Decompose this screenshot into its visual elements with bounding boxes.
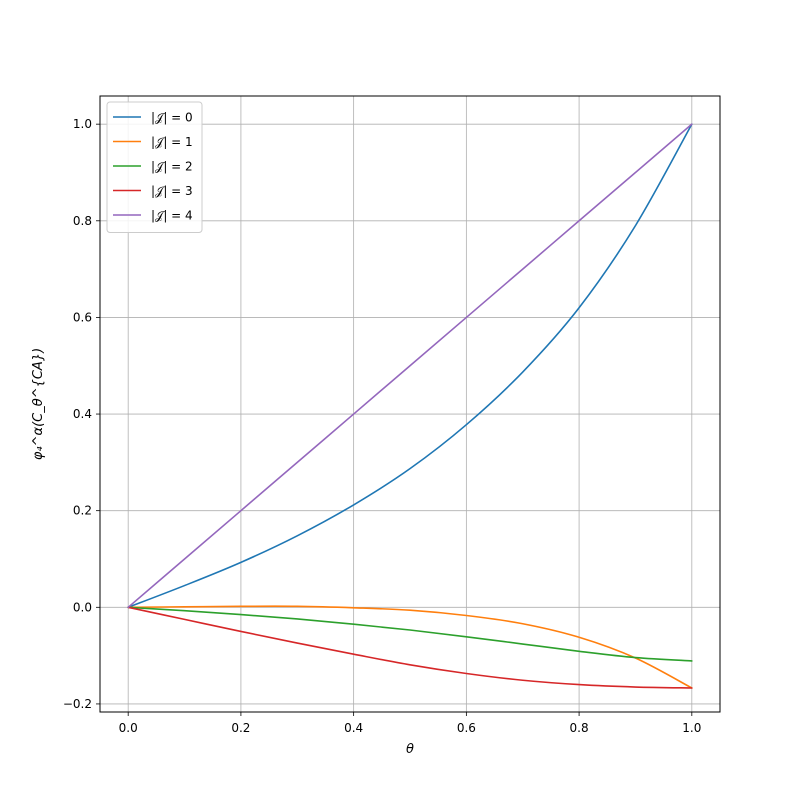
series-line-0 bbox=[127, 123, 693, 609]
y-tick-label-2: 0.2 bbox=[73, 504, 92, 518]
series-line-1 bbox=[127, 605, 693, 689]
series-lines bbox=[127, 123, 693, 689]
legend-label-2: |𝒥| = 2 bbox=[151, 160, 193, 174]
y-tick-label-0: −0.2 bbox=[63, 697, 92, 711]
y-axis-label: φ₄^α(C_θ^{CA}) bbox=[31, 348, 46, 460]
y-tick-label-3: 0.4 bbox=[73, 407, 92, 421]
y-tick-label-5: 0.8 bbox=[73, 214, 92, 228]
y-tick-label-4: 0.6 bbox=[73, 310, 92, 324]
series-line-4 bbox=[127, 123, 693, 609]
legend-label-1: |𝒥| = 1 bbox=[151, 135, 193, 149]
x-tick-label-1: 0.2 bbox=[231, 721, 250, 735]
legend-label-4: |𝒥| = 4 bbox=[151, 209, 193, 223]
legend-box bbox=[106, 101, 203, 233]
x-tick-label-2: 0.4 bbox=[344, 721, 363, 735]
legend: |𝒥| = 0 |𝒥| = 1 |𝒥| = 2 |𝒥| = 3 |𝒥| = 4 bbox=[106, 101, 203, 233]
x-tick-label-4: 0.8 bbox=[570, 721, 589, 735]
y-tick-label-6: 1.0 bbox=[73, 117, 92, 131]
x-tick-label-0: 0.0 bbox=[119, 721, 138, 735]
y-axis-ticks: −0.2 0.0 0.2 0.4 0.6 0.8 1.0 bbox=[63, 117, 100, 711]
plot-frame bbox=[99, 95, 721, 713]
legend-label-0: |𝒥| = 0 bbox=[151, 111, 193, 125]
x-axis-ticks: 0.0 0.2 0.4 0.6 0.8 1.0 bbox=[119, 712, 701, 735]
series-line-3 bbox=[127, 606, 693, 689]
y-tick-label-1: 0.0 bbox=[73, 600, 92, 614]
x-tick-label-3: 0.6 bbox=[457, 721, 476, 735]
x-axis-label: θ bbox=[406, 742, 414, 757]
series-line-2 bbox=[127, 606, 693, 662]
x-tick-label-5: 1.0 bbox=[682, 721, 701, 735]
legend-label-3: |𝒥| = 3 bbox=[151, 184, 193, 198]
